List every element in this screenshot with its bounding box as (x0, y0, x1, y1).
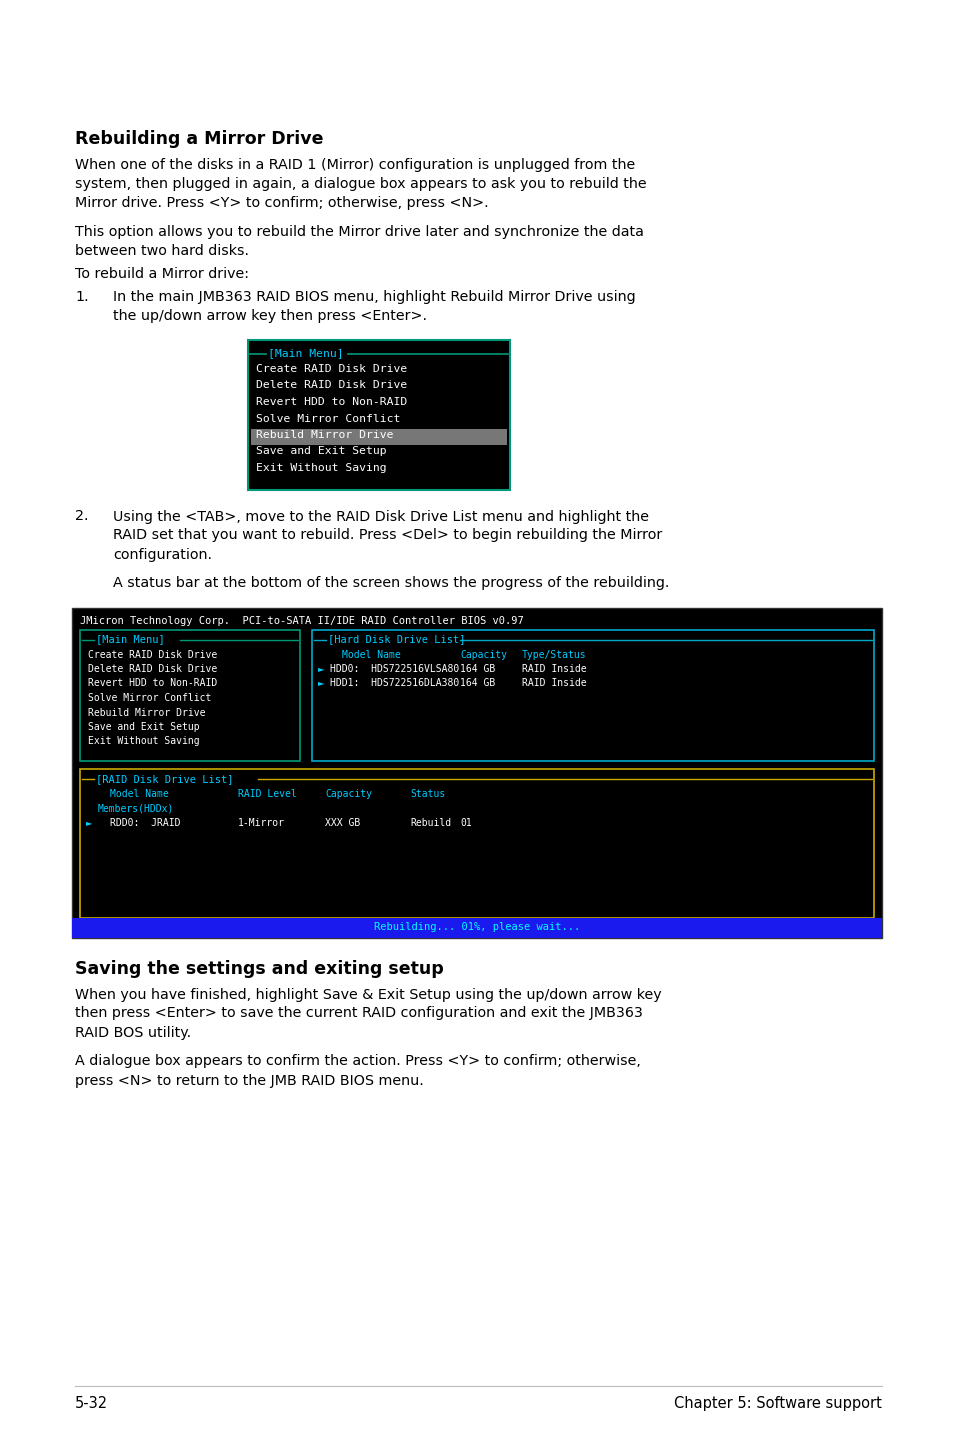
Text: Revert HDD to Non-RAID: Revert HDD to Non-RAID (88, 679, 217, 689)
Bar (251, 429, 506, 444)
Text: HDD0:  HDS722516VLSA80: HDD0: HDS722516VLSA80 (330, 664, 458, 674)
Text: Delete RAID Disk Drive: Delete RAID Disk Drive (88, 664, 217, 674)
Text: Rebuild: Rebuild (410, 818, 451, 828)
Text: Exit Without Saving: Exit Without Saving (255, 463, 386, 473)
Text: 2.: 2. (75, 509, 89, 523)
Text: Exit Without Saving: Exit Without Saving (88, 736, 199, 746)
Text: Capacity: Capacity (459, 650, 506, 660)
Text: Solve Mirror Conflict: Solve Mirror Conflict (255, 414, 400, 424)
Text: the up/down arrow key then press <Enter>.: the up/down arrow key then press <Enter>… (112, 309, 427, 324)
Text: [Main Menu]: [Main Menu] (96, 634, 165, 644)
Text: Saving the settings and exiting setup: Saving the settings and exiting setup (75, 959, 443, 978)
Text: RDD0:  JRAID: RDD0: JRAID (110, 818, 180, 828)
Text: Using the <TAB>, move to the RAID Disk Drive List menu and highlight the: Using the <TAB>, move to the RAID Disk D… (112, 509, 648, 523)
Bar (312, 630, 873, 761)
Text: 1.: 1. (75, 290, 89, 303)
Text: Save and Exit Setup: Save and Exit Setup (88, 722, 199, 732)
Text: [Hard Disk Drive List]: [Hard Disk Drive List] (328, 634, 465, 644)
Text: RAID Inside: RAID Inside (521, 679, 586, 689)
Bar (80, 769, 873, 917)
Text: Rebuilding... 01%, please wait...: Rebuilding... 01%, please wait... (374, 923, 579, 932)
Text: then press <Enter> to save the current RAID configuration and exit the JMB363: then press <Enter> to save the current R… (75, 1007, 642, 1021)
Text: RAID Inside: RAID Inside (521, 664, 586, 674)
Text: Rebuilding a Mirror Drive: Rebuilding a Mirror Drive (75, 129, 323, 148)
Bar (71, 607, 882, 938)
Bar (248, 339, 510, 489)
Text: Create RAID Disk Drive: Create RAID Disk Drive (88, 650, 217, 660)
Text: 1-Mirror: 1-Mirror (237, 818, 285, 828)
Text: Solve Mirror Conflict: Solve Mirror Conflict (88, 693, 212, 703)
Text: Members(HDDx): Members(HDDx) (98, 804, 174, 814)
Text: 164 GB: 164 GB (459, 679, 495, 689)
Text: To rebuild a Mirror drive:: To rebuild a Mirror drive: (75, 267, 249, 280)
Text: [Main Menu]: [Main Menu] (268, 348, 343, 358)
Text: HDD1:  HDS722516DLA380: HDD1: HDS722516DLA380 (330, 679, 458, 689)
Text: Status: Status (410, 789, 445, 800)
Text: Revert HDD to Non-RAID: Revert HDD to Non-RAID (255, 397, 407, 407)
Bar (71, 917, 882, 938)
Text: Delete RAID Disk Drive: Delete RAID Disk Drive (255, 381, 407, 391)
Text: 164 GB: 164 GB (459, 664, 495, 674)
Text: press <N> to return to the JMB RAID BIOS menu.: press <N> to return to the JMB RAID BIOS… (75, 1074, 423, 1087)
Text: In the main JMB363 RAID BIOS menu, highlight Rebuild Mirror Drive using: In the main JMB363 RAID BIOS menu, highl… (112, 290, 635, 303)
Text: XXX GB: XXX GB (325, 818, 360, 828)
Text: When you have finished, highlight Save & Exit Setup using the up/down arrow key: When you have finished, highlight Save &… (75, 988, 661, 1001)
Text: Mirror drive. Press <Y> to confirm; otherwise, press <N>.: Mirror drive. Press <Y> to confirm; othe… (75, 196, 488, 210)
Text: Save and Exit Setup: Save and Exit Setup (255, 447, 386, 456)
Text: Capacity: Capacity (325, 789, 372, 800)
Text: 01: 01 (459, 818, 471, 828)
Text: Chapter 5: Software support: Chapter 5: Software support (674, 1396, 882, 1411)
Text: RAID BOS utility.: RAID BOS utility. (75, 1025, 191, 1040)
Text: JMicron Technology Corp.  PCI-to-SATA II/IDE RAID Controller BIOS v0.97: JMicron Technology Corp. PCI-to-SATA II/… (80, 615, 523, 626)
Text: ►: ► (317, 664, 324, 673)
Text: system, then plugged in again, a dialogue box appears to ask you to rebuild the: system, then plugged in again, a dialogu… (75, 177, 646, 191)
Text: RAID set that you want to rebuild. Press <Del> to begin rebuilding the Mirror: RAID set that you want to rebuild. Press… (112, 529, 661, 542)
Text: ►: ► (317, 679, 324, 687)
Text: configuration.: configuration. (112, 548, 212, 561)
Text: When one of the disks in a RAID 1 (Mirror) configuration is unplugged from the: When one of the disks in a RAID 1 (Mirro… (75, 158, 635, 173)
Text: Model Name: Model Name (341, 650, 400, 660)
Text: Rebuild Mirror Drive: Rebuild Mirror Drive (255, 430, 393, 440)
Text: between two hard disks.: between two hard disks. (75, 244, 249, 257)
Text: A status bar at the bottom of the screen shows the progress of the rebuilding.: A status bar at the bottom of the screen… (112, 577, 669, 591)
Text: [RAID Disk Drive List]: [RAID Disk Drive List] (96, 774, 233, 784)
Bar (80, 630, 299, 761)
Text: This option allows you to rebuild the Mirror drive later and synchronize the dat: This option allows you to rebuild the Mi… (75, 224, 643, 239)
Text: Model Name: Model Name (110, 789, 169, 800)
Text: ►: ► (86, 818, 92, 827)
Text: RAID Level: RAID Level (237, 789, 296, 800)
Text: Rebuild Mirror Drive: Rebuild Mirror Drive (88, 707, 205, 718)
Text: 5-32: 5-32 (75, 1396, 108, 1411)
Text: Create RAID Disk Drive: Create RAID Disk Drive (255, 364, 407, 374)
Text: Type/Status: Type/Status (521, 650, 586, 660)
Text: A dialogue box appears to confirm the action. Press <Y> to confirm; otherwise,: A dialogue box appears to confirm the ac… (75, 1054, 640, 1068)
